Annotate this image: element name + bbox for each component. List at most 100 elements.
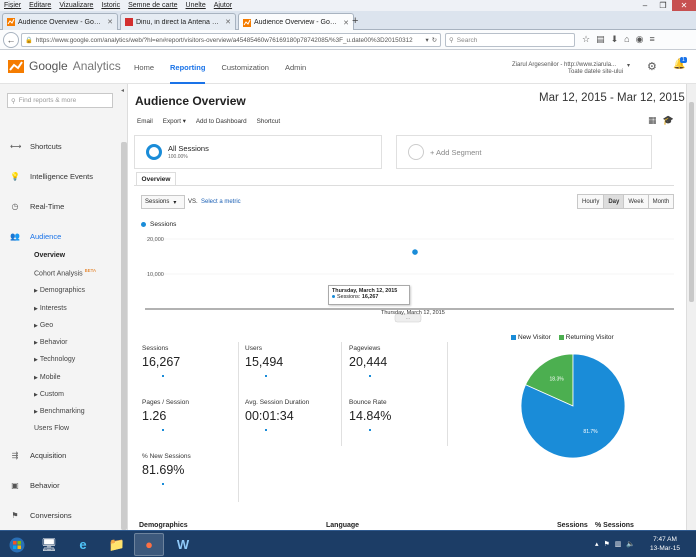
granularity-month[interactable]: Month — [647, 194, 675, 209]
volume-icon[interactable]: 🔈 — [626, 541, 636, 548]
search-input[interactable]: ⚲ Search — [445, 33, 575, 47]
tab-close-icon[interactable]: ✕ — [225, 19, 231, 26]
reload-icon[interactable]: ↻ — [431, 36, 437, 44]
shortcut-button[interactable]: Shortcut — [256, 118, 281, 125]
gear-icon[interactable]: ⚙ — [647, 61, 657, 73]
sidebar-sub-behavior[interactable]: ▶ Behavior — [34, 339, 68, 346]
sessions-data-point[interactable] — [412, 249, 418, 255]
collapse-sidebar-icon[interactable]: ◂ — [121, 88, 125, 94]
dropdown-icon[interactable]: ▾ — [425, 36, 429, 44]
scrollbar-thumb[interactable] — [689, 102, 694, 302]
nav-admin[interactable]: Admin — [284, 63, 307, 72]
segment-all-sessions[interactable]: All Sessions 100.00% — [134, 135, 382, 169]
tray-arrow-icon[interactable]: ▴ — [595, 541, 599, 548]
taskbar-app-ie[interactable]: e — [68, 533, 98, 556]
tab-close-icon[interactable]: ✕ — [343, 19, 349, 27]
taskbar-app-firefox[interactable]: ● — [134, 533, 164, 556]
chat-icon[interactable]: ◉ — [635, 34, 644, 44]
sidebar-sub-geo[interactable]: ▶ Geo — [34, 322, 53, 329]
visitor-pie-chart[interactable]: 18.3% 81.7% — [513, 346, 633, 466]
maximize-icon[interactable]: ❐ — [659, 1, 667, 10]
taskbar-app-explorer[interactable]: 📁 — [102, 533, 132, 556]
bookmark-star-icon[interactable]: ☆ — [582, 34, 591, 44]
stat-pages-per-session[interactable]: Pages / Session 1.26 — [142, 399, 238, 431]
sidebar-sub-overview[interactable]: Overview — [34, 252, 66, 259]
ga-logo[interactable]: Google Analytics — [8, 59, 121, 73]
close-icon[interactable]: ✕ — [672, 0, 696, 11]
sidebar-scrollbar[interactable] — [121, 142, 127, 530]
sidebar-item-realtime[interactable]: ◷ Real-Time — [10, 202, 65, 211]
system-clock[interactable]: 7:47 AM 13-Mar-15 — [650, 535, 680, 553]
start-button[interactable] — [2, 533, 32, 556]
menu-view[interactable]: Vizualizare — [59, 2, 94, 9]
sidebar-item-acquisition[interactable]: ⇶ Acquisition — [10, 451, 67, 460]
granularity-day[interactable]: Day — [603, 194, 625, 209]
nav-customization[interactable]: Customization — [221, 63, 269, 72]
download-icon[interactable]: ⬇ — [610, 34, 619, 44]
tab-antena[interactable]: Dinu, in direct la Antena St... ✕ — [120, 13, 236, 30]
sidebar-sub-mobile[interactable]: ▶ Mobile — [34, 374, 60, 381]
menu-bookmarks[interactable]: Semne de carte — [128, 2, 178, 9]
account-caret-icon[interactable]: ▾ — [627, 63, 631, 69]
education-icon[interactable]: 🎓 — [662, 115, 674, 125]
pie-slice-new-visitor[interactable] — [520, 353, 626, 459]
account-selector[interactable]: Ziarul Argesenilor - http://www.ziarula.… — [512, 62, 623, 76]
stat-bounce-rate[interactable]: Bounce Rate 14.84% — [349, 399, 445, 431]
tab-audience-overview-1[interactable]: Audience Overview - Goog... ✕ — [2, 13, 118, 30]
menu-tools[interactable]: Unelte — [185, 2, 206, 9]
email-button[interactable]: Email — [137, 118, 153, 125]
new-tab-button[interactable]: + — [352, 15, 359, 27]
grid-view-icon[interactable]: ▦ — [648, 115, 657, 125]
flag-tray-icon[interactable]: ⚑ — [603, 541, 610, 548]
back-arrow-icon[interactable]: ← — [3, 32, 19, 48]
taskbar-app-monitor[interactable]: 🖥 — [34, 533, 64, 556]
stat-new-sessions[interactable]: % New Sessions 81.69% — [142, 453, 238, 485]
bookmarks-list-icon[interactable]: ▤ — [596, 34, 605, 44]
pie-slice-returning-visitor[interactable] — [525, 353, 574, 407]
menu-edit[interactable]: Editare — [29, 2, 52, 9]
bell-icon[interactable]: 🔔 — [673, 59, 686, 70]
date-range-selector[interactable]: Mar 12, 2015 - Mar 12, 2015 ▾ — [539, 92, 685, 104]
stat-sessions[interactable]: Sessions 16,267 — [142, 345, 238, 377]
chart-handle[interactable] — [394, 313, 422, 323]
sidebar-sub-technology[interactable]: ▶ Technology — [34, 356, 75, 363]
menu-history[interactable]: Istoric — [101, 2, 121, 9]
sidebar-item-intelligence[interactable]: 💡 Intelligence Events — [10, 172, 93, 181]
url-bar[interactable]: 🔒 https://www.google.com/analytics/web/?… — [21, 33, 441, 47]
home-icon[interactable]: ⌂ — [624, 34, 630, 44]
select-metric-link[interactable]: Select a metric — [201, 199, 241, 205]
network-icon[interactable]: ▥ — [614, 541, 622, 548]
export-button[interactable]: Export ▾ — [162, 118, 186, 125]
sidebar-sub-custom[interactable]: ▶ Custom — [34, 391, 64, 398]
page-scrollbar[interactable] — [686, 84, 696, 530]
sidebar-sub-demographics[interactable]: ▶ Demographics — [34, 287, 85, 294]
minimize-icon[interactable]: – — [642, 1, 648, 10]
stat-pageviews[interactable]: Pageviews 20,444 — [349, 345, 445, 377]
add-segment-button[interactable]: + Add Segment — [396, 135, 652, 169]
sidebar-item-shortcuts[interactable]: ⟷ Shortcuts — [10, 142, 62, 151]
taskbar-app-word[interactable]: W — [168, 533, 198, 556]
granularity-hourly[interactable]: Hourly — [577, 194, 605, 209]
sessions-line-chart[interactable]: 20,000 10,000 ··· — [129, 229, 685, 325]
sidebar-item-behavior[interactable]: ▣ Behavior — [10, 481, 59, 490]
sidebar-sub-users-flow[interactable]: Users Flow — [34, 425, 70, 432]
metric-dropdown[interactable]: Sessions ▾ — [141, 195, 185, 209]
sidebar-sub-cohort[interactable]: Cohort Analysis BETA — [34, 268, 96, 277]
tab-close-icon[interactable]: ✕ — [107, 19, 113, 26]
menu-icon[interactable]: ≡ — [649, 34, 655, 44]
report-search-input[interactable]: ⚲ Find reports & more — [7, 93, 113, 108]
add-to-dashboard-button[interactable]: Add to Dashboard — [195, 118, 247, 125]
sidebar-item-conversions[interactable]: ⚑ Conversions — [10, 511, 71, 520]
sidebar-item-audience[interactable]: 👥 Audience — [10, 232, 61, 241]
stat-avg-session-duration[interactable]: Avg. Session Duration 00:01:34 — [245, 399, 341, 431]
tab-overview[interactable]: Overview — [136, 172, 176, 186]
menu-help[interactable]: Ajutor — [213, 2, 233, 9]
granularity-week[interactable]: Week — [623, 194, 649, 209]
nav-home[interactable]: Home — [134, 63, 155, 72]
tab-audience-overview-2[interactable]: Audience Overview - Goog... ✕ — [238, 13, 354, 31]
menu-file[interactable]: Fișier — [4, 2, 22, 9]
stat-users[interactable]: Users 15,494 — [245, 345, 341, 377]
sidebar-sub-benchmarking[interactable]: ▶ Benchmarking — [34, 408, 85, 415]
sidebar-sub-interests[interactable]: ▶ Interests — [34, 305, 67, 312]
nav-reporting[interactable]: Reporting — [170, 63, 205, 84]
